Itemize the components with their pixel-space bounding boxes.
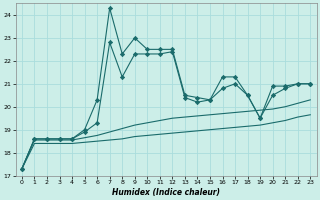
X-axis label: Humidex (Indice chaleur): Humidex (Indice chaleur) <box>112 188 220 197</box>
